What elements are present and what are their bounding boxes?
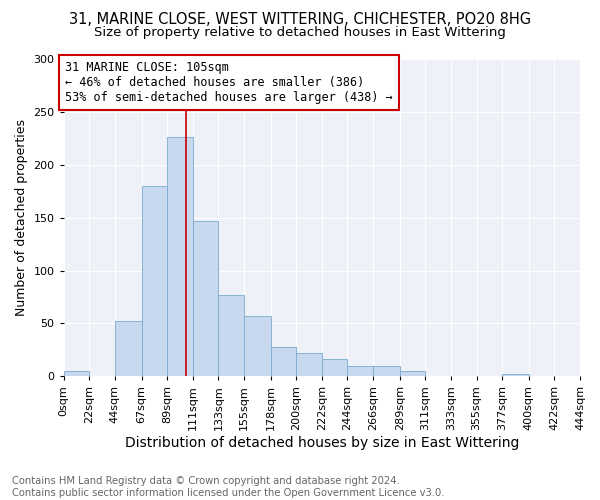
Text: 31, MARINE CLOSE, WEST WITTERING, CHICHESTER, PO20 8HG: 31, MARINE CLOSE, WEST WITTERING, CHICHE… — [69, 12, 531, 28]
Bar — [244, 316, 271, 376]
Bar — [502, 374, 529, 376]
Text: 31 MARINE CLOSE: 105sqm
← 46% of detached houses are smaller (386)
53% of semi-d: 31 MARINE CLOSE: 105sqm ← 46% of detache… — [65, 61, 392, 104]
Bar — [373, 366, 400, 376]
Bar — [218, 295, 244, 376]
Y-axis label: Number of detached properties: Number of detached properties — [15, 119, 28, 316]
Text: Contains HM Land Registry data © Crown copyright and database right 2024.
Contai: Contains HM Land Registry data © Crown c… — [12, 476, 445, 498]
Bar — [142, 186, 167, 376]
Bar — [64, 371, 89, 376]
Bar — [296, 353, 322, 376]
X-axis label: Distribution of detached houses by size in East Wittering: Distribution of detached houses by size … — [125, 436, 519, 450]
Text: Size of property relative to detached houses in East Wittering: Size of property relative to detached ho… — [94, 26, 506, 39]
Bar — [167, 138, 193, 376]
Bar — [347, 366, 373, 376]
Bar — [115, 322, 142, 376]
Bar — [322, 360, 347, 376]
Bar — [193, 221, 218, 376]
Bar — [271, 346, 296, 376]
Bar — [400, 371, 425, 376]
